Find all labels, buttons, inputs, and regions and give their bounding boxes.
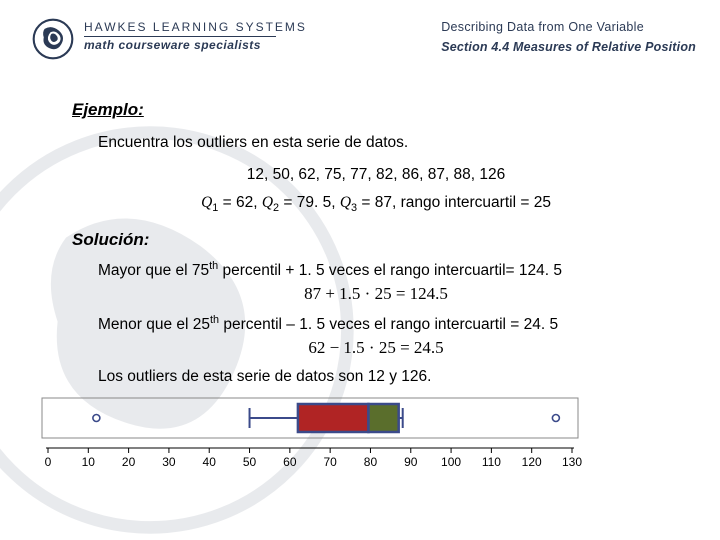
upper-fence-text: Mayor que el 75th percentil + 1. 5 veces… [98,260,680,280]
slide-content: Ejemplo: Encuentra los outliers en esta … [0,60,720,386]
hawk-logo-icon [32,18,74,60]
boxplot-svg: 0 10 20 30 40 50 60 70 80 90 100 110 120 130 [30,396,590,476]
header-right: Describing Data from One Variable Sectio… [441,18,696,54]
example-label: Ejemplo: [72,100,680,120]
svg-text:110: 110 [482,455,501,469]
svg-text:50: 50 [243,455,257,469]
svg-text:80: 80 [364,455,378,469]
svg-text:10: 10 [82,455,96,469]
brand-block: HAWKES LEARNING SYSTEMS math courseware … [32,18,307,60]
solution-label: Solución: [72,230,680,250]
svg-text:30: 30 [162,455,176,469]
brand-divider [84,36,276,37]
slide-header: HAWKES LEARNING SYSTEMS math courseware … [0,0,720,60]
svg-text:90: 90 [404,455,418,469]
svg-text:100: 100 [441,455,461,469]
lower-fence-formula: 62 − 1.5 · 25 = 24.5 [72,338,680,358]
svg-text:60: 60 [283,455,297,469]
data-series: 12, 50, 62, 75, 77, 82, 86, 87, 88, 126 [72,166,680,184]
svg-text:120: 120 [522,455,542,469]
brand-title: HAWKES LEARNING SYSTEMS [84,20,307,34]
conclusion-text: Los outliers de esta serie de datos son … [98,368,680,386]
section-title: Section 4.4 Measures of Relative Positio… [441,40,696,54]
svg-text:130: 130 [562,455,582,469]
chapter-title: Describing Data from One Variable [441,20,696,34]
svg-text:20: 20 [122,455,136,469]
brand-subtitle: math courseware specialists [84,38,307,52]
example-prompt: Encuentra los outliers en esta serie de … [98,134,680,152]
svg-text:40: 40 [203,455,217,469]
upper-fence-formula: 87 + 1.5 · 25 = 124.5 [72,284,680,304]
lower-fence-text: Menor que el 25th percentil – 1. 5 veces… [98,314,680,334]
svg-text:0: 0 [45,455,52,469]
boxplot-figure: 0 10 20 30 40 50 60 70 80 90 100 110 120 130 [30,396,590,481]
svg-text:70: 70 [323,455,337,469]
quartile-summary: Q1 = 62, Q2 = 79. 5, Q3 = 87, rango inte… [72,194,680,214]
